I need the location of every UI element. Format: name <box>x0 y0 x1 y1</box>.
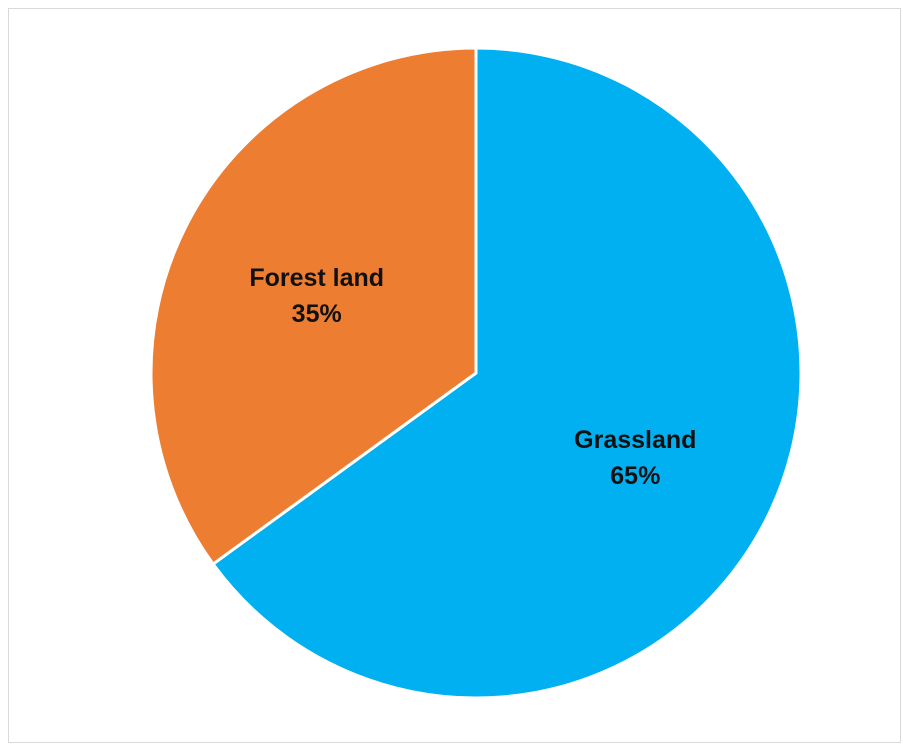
slice-value-forest-land: 35% <box>292 300 342 328</box>
slice-value-grassland: 65% <box>610 462 660 490</box>
pie-labels: Grassland 65% Forest land 35% <box>249 264 696 490</box>
pie-slices <box>149 46 803 700</box>
slice-label-grassland: Grassland <box>574 426 696 454</box>
pie-slice-forest-land <box>149 46 478 566</box>
slice-label-forest-land: Forest land <box>249 264 384 292</box>
pie-slice-grassland <box>211 46 803 700</box>
